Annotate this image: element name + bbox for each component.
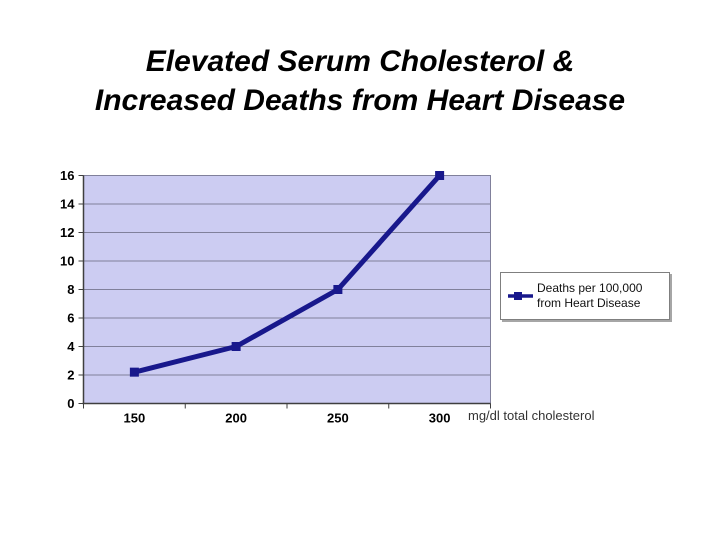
data-point-marker — [129, 367, 139, 377]
x-tick-label: 300 — [429, 411, 451, 426]
slide-title-line-2: Increased Deaths from Heart Disease — [94, 84, 626, 117]
legend-square-marker-icon — [514, 292, 522, 300]
data-point-marker — [231, 342, 241, 351]
slide-title: Elevated Serum Cholesterol & Increased D… — [0, 42, 720, 120]
y-tick-label: 14 — [60, 197, 75, 212]
y-tick-label: 12 — [60, 225, 74, 240]
y-tick-label: 4 — [67, 339, 75, 354]
y-tick-label: 6 — [67, 311, 74, 326]
x-tick-label: 200 — [225, 411, 247, 426]
x-tick-label: 150 — [124, 411, 146, 426]
y-tick-label: 10 — [60, 254, 74, 269]
y-tick-label: 2 — [67, 368, 74, 383]
x-tick-label: 250 — [327, 411, 349, 426]
slide-title-line-1: Elevated Serum Cholesterol & — [145, 45, 575, 78]
chart-legend: Deaths per 100,000 from Heart Disease — [500, 272, 670, 320]
legend-series-marker-icon — [508, 292, 533, 300]
x-axis-unit-label: mg/dl total cholesterol — [468, 408, 595, 423]
data-point-marker — [333, 285, 343, 294]
series-line — [131, 173, 443, 375]
y-tick-label: 0 — [67, 396, 74, 411]
legend-label: Deaths per 100,000 from Heart Disease — [537, 281, 643, 310]
data-point-marker — [435, 171, 445, 180]
y-tick-label: 16 — [60, 168, 74, 183]
y-tick-label: 8 — [67, 282, 74, 297]
